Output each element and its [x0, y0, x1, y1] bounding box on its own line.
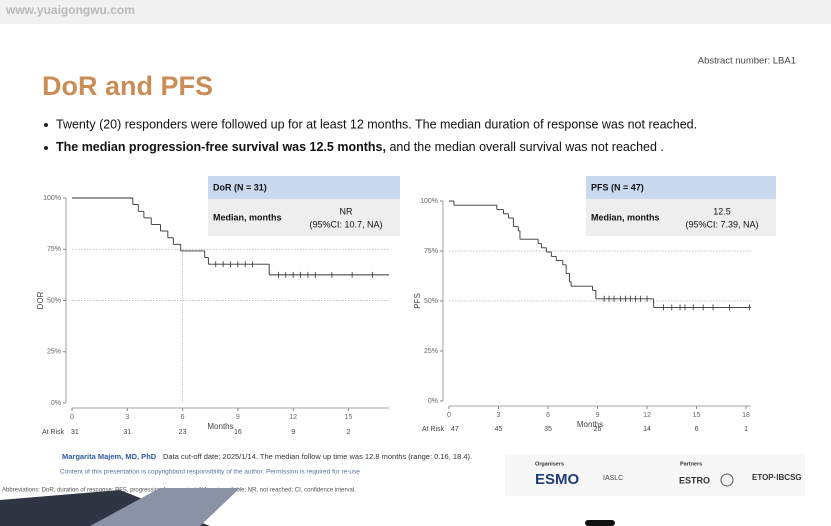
- y-tick-label: 75%: [47, 246, 61, 253]
- abstract-number: Abstract number: LBA1: [698, 56, 796, 67]
- risk-count: 14: [643, 426, 651, 433]
- risk-count: 31: [71, 429, 79, 436]
- risk-count: 9: [291, 429, 295, 436]
- info-box-ci: (95%CI: 10.7, NA): [309, 219, 382, 229]
- x-tick-label: 0: [447, 412, 451, 419]
- logo-mark: [720, 473, 734, 487]
- info-box-ci: (95%CI: 7.39, NA): [685, 219, 758, 229]
- risk-count: 23: [179, 429, 187, 436]
- info-box-row-label: Median, months: [213, 212, 282, 222]
- y-tick-label: 75%: [424, 248, 438, 255]
- x-tick-label: 15: [693, 412, 701, 419]
- bullet-dot: [44, 123, 48, 127]
- x-axis-label: Months: [207, 422, 233, 431]
- risk-count: 45: [495, 426, 503, 433]
- x-tick-label: 6: [546, 412, 550, 419]
- bullet: The median progression-free survival was…: [56, 140, 664, 154]
- risk-count: 6: [695, 426, 699, 433]
- x-tick-label: 3: [497, 412, 501, 419]
- x-tick-label: 3: [125, 414, 129, 421]
- risk-label: At Risk: [422, 426, 445, 433]
- slide-title: DoR and PFS: [42, 71, 213, 101]
- author: Margarita Majem, MD, PhD: [62, 452, 157, 461]
- cutoff: Data cut-off date: 2025/1/14. The median…: [163, 452, 472, 461]
- info-box-value: NR: [340, 206, 353, 216]
- corner-shape: [90, 488, 240, 526]
- y-tick-label: 100%: [43, 195, 61, 202]
- top-strip: [0, 0, 831, 24]
- risk-count: 47: [451, 426, 459, 433]
- x-tick-label: 18: [742, 412, 750, 419]
- risk-count: 2: [347, 429, 351, 436]
- logo-label: Organisers: [535, 461, 564, 467]
- watermark: www.yuaigongwu.com: [5, 3, 135, 17]
- info-box-row-label: Median, months: [591, 212, 660, 222]
- risk-count: 35: [544, 426, 552, 433]
- info-box-value: 12.5: [713, 206, 731, 216]
- logo: ETOP·IBCSG: [752, 473, 802, 482]
- info-box-title: PFS (N = 47): [591, 182, 644, 192]
- info-box-title: DoR (N = 31): [213, 182, 267, 192]
- info-box-header: [586, 176, 776, 199]
- info-box-body: [586, 199, 776, 236]
- y-axis-label: PFS: [413, 293, 422, 309]
- y-tick-label: 0%: [51, 400, 61, 407]
- x-tick-label: 9: [236, 414, 240, 421]
- y-tick-label: 50%: [424, 298, 438, 305]
- x-tick-label: 0: [70, 414, 74, 421]
- x-tick-label: 9: [596, 412, 600, 419]
- info-box-header: [208, 176, 400, 199]
- y-tick-label: 0%: [428, 398, 438, 405]
- risk-count: 26: [594, 426, 602, 433]
- x-axis-label: Months: [577, 420, 603, 429]
- bullet-text: and the median overall survival was not …: [386, 140, 664, 154]
- logo: IASLC: [603, 475, 623, 482]
- y-tick-label: 50%: [47, 297, 61, 304]
- x-tick-label: 6: [181, 414, 185, 421]
- x-tick-label: 12: [643, 412, 651, 419]
- bullet: Twenty (20) responders were followed up …: [56, 117, 697, 131]
- risk-count: 31: [123, 429, 131, 436]
- y-tick-label: 25%: [47, 349, 61, 356]
- info-box-body: [208, 199, 400, 236]
- logo-area: [505, 454, 805, 496]
- logo-label: Partners: [680, 461, 702, 467]
- bottom-mark: [585, 520, 615, 526]
- x-tick-label: 15: [345, 414, 353, 421]
- risk-label: At Risk: [42, 429, 65, 436]
- bullet-dot: [44, 146, 48, 150]
- x-tick-label: 12: [289, 414, 297, 421]
- logo: ESTRO: [679, 475, 710, 485]
- logo: ESMO: [535, 471, 580, 488]
- risk-count: 16: [234, 429, 242, 436]
- y-tick-label: 100%: [420, 198, 438, 205]
- bullet-bold: The median progression-free survival was…: [56, 140, 386, 154]
- copyright: Content of this presentation is copyrigh…: [60, 469, 360, 476]
- y-axis-label: DOR: [36, 291, 45, 309]
- y-tick-label: 25%: [424, 348, 438, 355]
- risk-count: 1: [744, 426, 748, 433]
